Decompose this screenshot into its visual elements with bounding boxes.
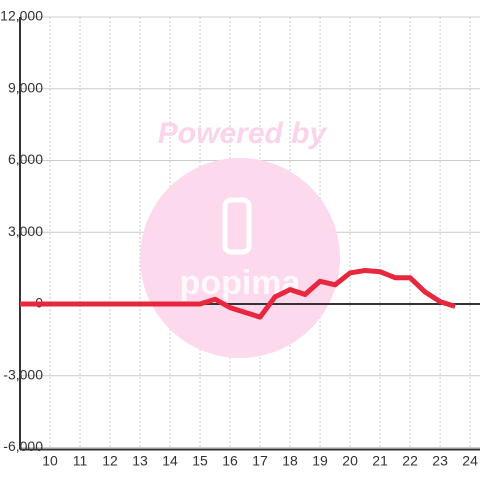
watermark-text: popima — [180, 264, 302, 302]
x-tick-label: 16 — [222, 453, 238, 469]
y-tick-label: 6,000 — [8, 151, 43, 167]
x-tick-label: 17 — [252, 453, 268, 469]
x-tick-label: 11 — [73, 453, 88, 469]
y-tick-label: 9,000 — [8, 79, 43, 95]
y-tick-label: -3,000 — [3, 366, 43, 382]
watermark-icon — [222, 197, 252, 255]
y-tick-label: 3,000 — [8, 223, 43, 239]
x-tick-label: 24 — [462, 453, 478, 469]
x-tick-label: 20 — [342, 453, 358, 469]
x-tick-label: 21 — [372, 453, 388, 469]
x-tick-label: 22 — [402, 453, 418, 469]
y-tick-label: -6,000 — [3, 438, 43, 454]
x-tick-label: 23 — [432, 453, 448, 469]
data-line — [20, 268, 456, 320]
x-tick-label: 10 — [42, 453, 58, 469]
x-tick-label: 18 — [282, 453, 298, 469]
x-tick-label: 19 — [312, 453, 328, 469]
watermark-text: Powered by — [158, 117, 328, 150]
x-tick-label: 12 — [102, 453, 118, 469]
y-tick-label: 12,000 — [0, 8, 43, 24]
x-tick-label: 14 — [162, 453, 178, 469]
watermark-circle — [140, 158, 340, 358]
x-tick-label: 15 — [192, 453, 208, 469]
x-tick-label: 13 — [132, 453, 148, 469]
